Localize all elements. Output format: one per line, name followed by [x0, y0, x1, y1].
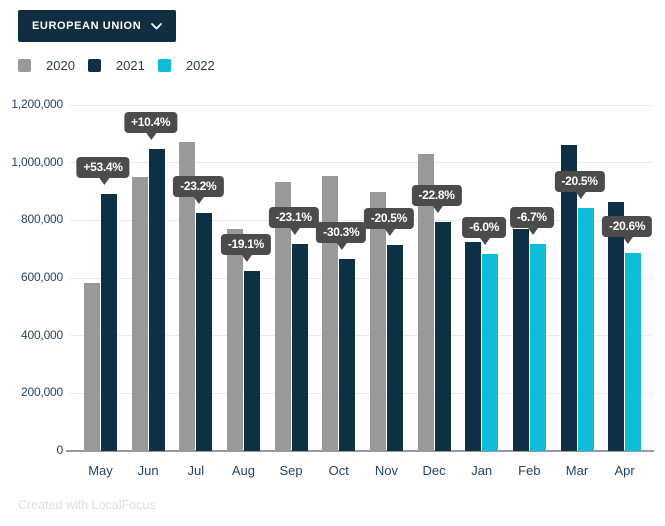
legend: 2020 2021 2022: [18, 58, 228, 73]
x-axis-label-oct: Oct: [328, 463, 349, 478]
gridline: [70, 392, 652, 394]
change-tooltip-jul: -23.2%: [173, 176, 224, 205]
bar-2020-may[interactable]: [84, 283, 100, 451]
change-tooltip-may: +53.4%: [76, 156, 130, 185]
y-axis-tick-label: 200,000: [21, 385, 63, 400]
credit-text: Created with LocalFocus: [18, 498, 156, 512]
change-tooltip-jun: +10.4%: [124, 111, 178, 140]
legend-swatch-2022: [157, 59, 171, 72]
x-axis-label-jan: Jan: [471, 463, 493, 478]
bar-2022-apr[interactable]: [625, 253, 642, 451]
region-selector-label: EUROPEAN UNION: [32, 20, 142, 32]
change-tooltip-mar: -20.5%: [554, 170, 605, 199]
change-tooltip-nov: -20.5%: [363, 208, 415, 237]
y-axis-tick-label: 0: [56, 443, 64, 457]
x-axis-label-sep: Sep: [279, 463, 303, 478]
gridline: [70, 162, 652, 164]
y-axis-tick-label: 400,000: [21, 327, 63, 342]
x-axis-label-aug: Aug: [231, 463, 255, 478]
legend-swatch-2020: [18, 59, 31, 72]
change-tooltip-apr: -20.6%: [602, 216, 653, 245]
bar-2020-sep[interactable]: [274, 181, 291, 451]
y-axis-tick-label: 1,000,000: [11, 154, 63, 169]
legend-swatch-2021: [87, 59, 101, 72]
bar-2021-jun[interactable]: [148, 148, 165, 451]
change-tooltip-feb: -6.7%: [509, 206, 554, 235]
x-axis-label-may: May: [88, 463, 113, 478]
y-axis-tick-label: 1,200,000: [11, 97, 63, 111]
legend-item-2021: 2021: [87, 58, 145, 73]
y-axis-tick-label: 600,000: [21, 270, 63, 284]
x-axis-line: [66, 450, 654, 452]
change-tooltip-sep: -23.1%: [268, 206, 319, 235]
bar-2020-nov[interactable]: [369, 192, 386, 451]
legend-label: 2021: [115, 58, 145, 73]
y-axis-tick-label: 800,000: [21, 212, 63, 227]
gridline: [70, 277, 652, 279]
bar-2021-nov[interactable]: [386, 245, 403, 451]
x-axis-label-dec: Dec: [422, 463, 446, 478]
bar-2022-jan[interactable]: [482, 254, 499, 451]
bar-2020-jun[interactable]: [131, 177, 148, 451]
x-axis-label-mar: Mar: [565, 463, 589, 478]
legend-item-2020: 2020: [18, 58, 75, 73]
legend-label: 2022: [185, 58, 215, 73]
x-axis-label-feb: Feb: [518, 463, 541, 478]
x-axis-label-nov: Nov: [374, 463, 398, 478]
bar-2020-aug[interactable]: [226, 228, 243, 451]
bar-2020-oct[interactable]: [322, 175, 339, 451]
bar-2021-oct[interactable]: [339, 259, 356, 451]
change-tooltip-dec: -22.8%: [411, 184, 462, 213]
bar-2021-apr[interactable]: [608, 202, 625, 451]
bar-2020-jul[interactable]: [179, 141, 196, 451]
bar-2021-feb[interactable]: [512, 228, 529, 451]
change-tooltip-jan: -6.0%: [462, 217, 507, 246]
region-selector-button[interactable]: EUROPEAN UNION: [18, 10, 177, 42]
x-axis-label-jul: Jul: [187, 463, 205, 478]
legend-item-2022: 2022: [157, 58, 215, 73]
x-axis-label-apr: Apr: [614, 463, 635, 478]
bar-2021-mar[interactable]: [560, 144, 577, 451]
gridline: [70, 335, 652, 337]
bar-2021-jul[interactable]: [196, 213, 213, 451]
gridline: [70, 219, 652, 221]
bar-2022-feb[interactable]: [529, 243, 546, 451]
change-tooltip-aug: -19.1%: [220, 234, 272, 263]
x-axis-label-jun: Jun: [137, 463, 159, 478]
bar-2021-sep[interactable]: [291, 243, 308, 451]
bar-2020-dec[interactable]: [417, 153, 434, 451]
bar-2021-dec[interactable]: [434, 221, 451, 451]
bar-2021-jan[interactable]: [465, 241, 482, 451]
bar-2021-may[interactable]: [101, 193, 117, 451]
bar-2021-aug[interactable]: [243, 271, 260, 451]
gridline: [70, 104, 652, 106]
change-tooltip-oct: -30.3%: [316, 222, 367, 251]
bar-2022-mar[interactable]: [577, 207, 594, 451]
legend-label: 2020: [46, 58, 75, 73]
chevron-down-icon: [151, 22, 163, 29]
